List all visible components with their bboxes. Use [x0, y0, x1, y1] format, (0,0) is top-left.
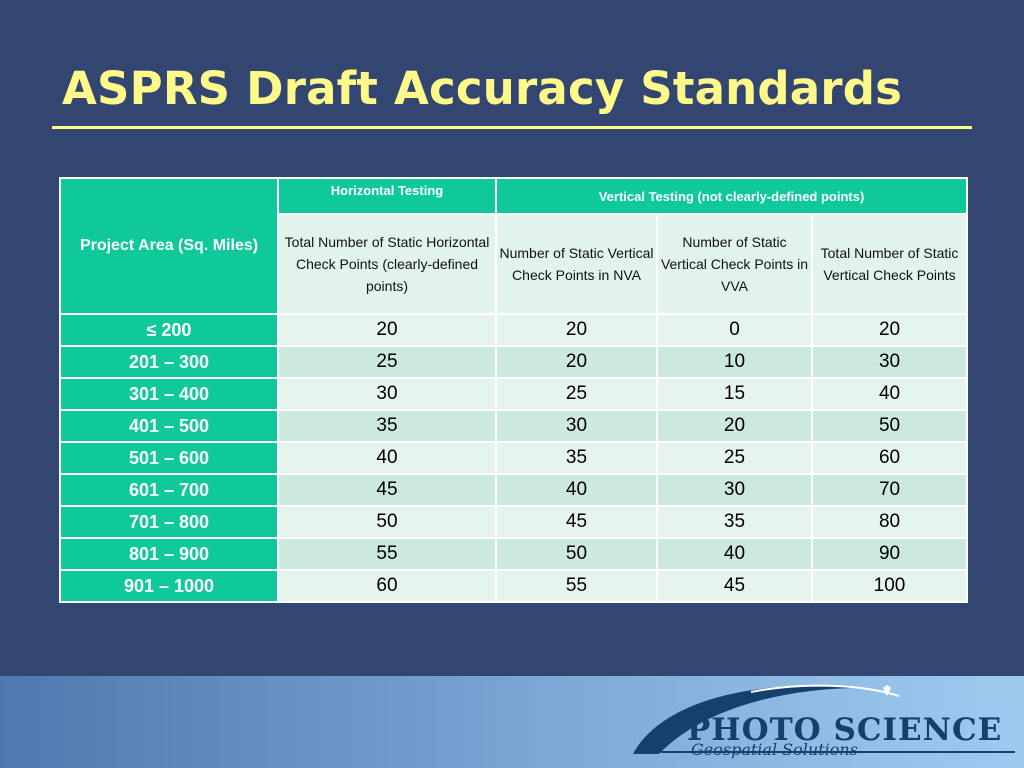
- vva-check-points-header: Number of Static Vertical Check Points i…: [656, 213, 813, 315]
- value-cell: 40: [810, 377, 969, 411]
- project-area-cell: 401 – 500: [59, 409, 279, 443]
- value-cell: 60: [810, 441, 969, 475]
- project-area-cell: 501 – 600: [59, 441, 279, 475]
- value-cell: 70: [810, 473, 969, 507]
- value-cell: 30: [656, 473, 813, 507]
- value-cell: 0: [656, 313, 813, 347]
- value-cell: 20: [495, 313, 658, 347]
- value-cell: 40: [277, 441, 497, 475]
- value-cell: 15: [656, 377, 813, 411]
- accuracy-table: Project Area (Sq. Miles) Horizontal Test…: [59, 177, 969, 603]
- value-cell: 40: [656, 537, 813, 571]
- value-cell: 25: [277, 345, 497, 379]
- table-row: 901 – 1000 60 55 45 100: [59, 569, 969, 603]
- project-area-cell: ≤ 200: [59, 313, 279, 347]
- value-cell: 30: [277, 377, 497, 411]
- footer-band: PHOTO SCIENCE Geospatial Solutions: [0, 676, 1024, 768]
- value-cell: 10: [656, 345, 813, 379]
- value-cell: 25: [656, 441, 813, 475]
- value-cell: 30: [810, 345, 969, 379]
- table-row: 601 – 700 45 40 30 70: [59, 473, 969, 507]
- value-cell: 60: [277, 569, 497, 603]
- value-cell: 20: [277, 313, 497, 347]
- value-cell: 55: [495, 569, 658, 603]
- company-logo: PHOTO SCIENCE Geospatial Solutions: [631, 682, 1016, 764]
- table-row: 301 – 400 30 25 15 40: [59, 377, 969, 411]
- project-area-cell: 901 – 1000: [59, 569, 279, 603]
- table-row: ≤ 200 20 20 0 20: [59, 313, 969, 347]
- project-area-cell: 301 – 400: [59, 377, 279, 411]
- logo-swoosh-icon: [633, 684, 1015, 754]
- table-row: 801 – 900 55 50 40 90: [59, 537, 969, 571]
- title-underline: [52, 126, 972, 129]
- value-cell: 35: [656, 505, 813, 539]
- value-cell: 55: [277, 537, 497, 571]
- value-cell: 30: [495, 409, 658, 443]
- value-cell: 45: [495, 505, 658, 539]
- value-cell: 80: [810, 505, 969, 539]
- project-area-cell: 801 – 900: [59, 537, 279, 571]
- slide-title: ASPRS Draft Accuracy Standards: [62, 62, 903, 115]
- value-cell: 90: [810, 537, 969, 571]
- table-row: 401 – 500 35 30 20 50: [59, 409, 969, 443]
- logo-name: PHOTO SCIENCE: [687, 712, 1003, 748]
- table-row: 201 – 300 25 20 10 30: [59, 345, 969, 379]
- table-row: 501 – 600 40 35 25 60: [59, 441, 969, 475]
- project-area-header: Project Area (Sq. Miles): [59, 177, 279, 315]
- project-area-cell: 201 – 300: [59, 345, 279, 379]
- table-row: 701 – 800 50 45 35 80: [59, 505, 969, 539]
- logo-tagline: Geospatial Solutions: [691, 740, 858, 759]
- nva-check-points-header: Number of Static Vertical Check Points i…: [495, 213, 658, 315]
- table-body: ≤ 200 20 20 0 20 201 – 300 25 20 10 30 301 – 400 30…: [59, 313, 969, 603]
- value-cell: 50: [495, 537, 658, 571]
- total-vertical-check-points-header: Total Number of Static Vertical Check Po…: [810, 213, 969, 315]
- value-cell: 35: [495, 441, 658, 475]
- project-area-cell: 701 – 800: [59, 505, 279, 539]
- value-cell: 25: [495, 377, 658, 411]
- value-cell: 100: [810, 569, 969, 603]
- value-cell: 50: [277, 505, 497, 539]
- value-cell: 20: [810, 313, 969, 347]
- value-cell: 20: [495, 345, 658, 379]
- horizontal-testing-header: Horizontal Testing: [277, 177, 497, 215]
- value-cell: 40: [495, 473, 658, 507]
- value-cell: 45: [277, 473, 497, 507]
- value-cell: 35: [277, 409, 497, 443]
- horizontal-check-points-header: Total Number of Static Horizontal Check …: [277, 213, 497, 315]
- vertical-testing-header: Vertical Testing (not clearly-defined po…: [494, 177, 969, 215]
- value-cell: 50: [810, 409, 969, 443]
- value-cell: 45: [656, 569, 813, 603]
- project-area-cell: 601 – 700: [59, 473, 279, 507]
- value-cell: 20: [656, 409, 813, 443]
